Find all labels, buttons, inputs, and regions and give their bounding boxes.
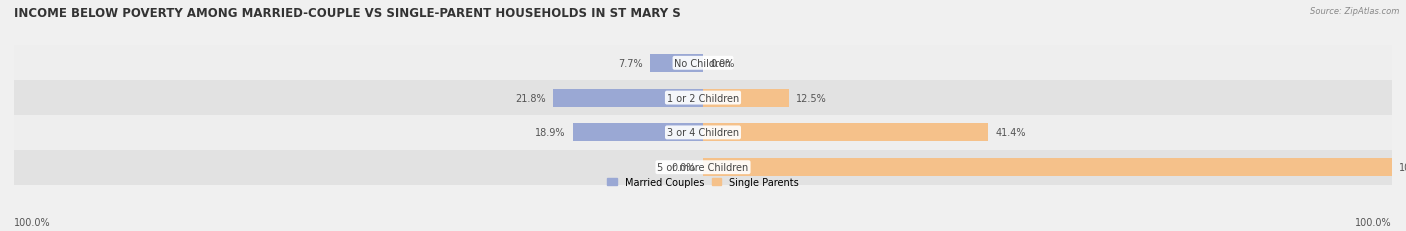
Text: 21.8%: 21.8% <box>515 93 546 103</box>
Text: 18.9%: 18.9% <box>536 128 565 138</box>
Bar <box>14 116 1392 150</box>
Text: INCOME BELOW POVERTY AMONG MARRIED-COUPLE VS SINGLE-PARENT HOUSEHOLDS IN ST MARY: INCOME BELOW POVERTY AMONG MARRIED-COUPL… <box>14 7 681 20</box>
Bar <box>703 124 988 142</box>
Text: 7.7%: 7.7% <box>619 58 643 69</box>
Text: 0.0%: 0.0% <box>672 162 696 173</box>
Bar <box>14 81 1392 116</box>
Text: 41.4%: 41.4% <box>995 128 1025 138</box>
Text: 3 or 4 Children: 3 or 4 Children <box>666 128 740 138</box>
Text: 12.5%: 12.5% <box>796 93 827 103</box>
Text: 1 or 2 Children: 1 or 2 Children <box>666 93 740 103</box>
Text: 0.0%: 0.0% <box>710 58 734 69</box>
Bar <box>650 55 703 73</box>
Text: No Children: No Children <box>675 58 731 69</box>
Bar <box>572 124 703 142</box>
Bar <box>14 46 1392 81</box>
Text: Source: ZipAtlas.com: Source: ZipAtlas.com <box>1309 7 1399 16</box>
Bar <box>703 89 789 107</box>
Text: 5 or more Children: 5 or more Children <box>658 162 748 173</box>
Bar <box>14 150 1392 185</box>
Bar <box>553 89 703 107</box>
Text: 100.0%: 100.0% <box>1399 162 1406 173</box>
Text: 100.0%: 100.0% <box>14 217 51 227</box>
Bar <box>703 158 1392 176</box>
Legend: Married Couples, Single Parents: Married Couples, Single Parents <box>607 177 799 187</box>
Text: 100.0%: 100.0% <box>1355 217 1392 227</box>
